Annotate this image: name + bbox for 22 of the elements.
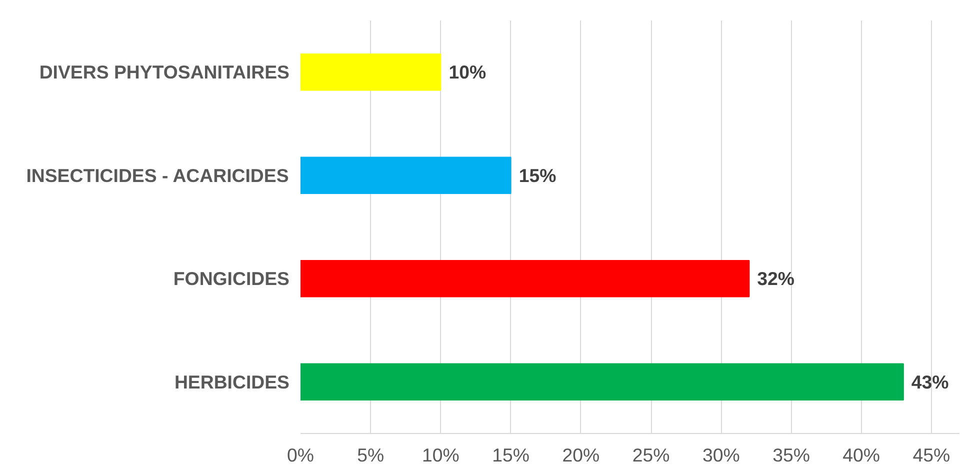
- bar: [300, 260, 750, 298]
- x-tick-label: 15%: [492, 444, 530, 466]
- y-tick-label: FONGICIDES: [173, 268, 290, 290]
- x-tick-label: 30%: [702, 444, 740, 466]
- x-tick-label: 40%: [842, 444, 880, 466]
- bar: [300, 363, 904, 400]
- y-tick-label: HERBICIDES: [174, 371, 290, 392]
- x-tick-label: 45%: [912, 444, 950, 466]
- data-label: 43%: [911, 371, 950, 392]
- x-tick-label: 35%: [772, 444, 810, 466]
- x-tick-label: 25%: [632, 444, 670, 466]
- y-tick-label: INSECTICIDES - ACARICIDES: [26, 164, 289, 186]
- bar: [300, 54, 442, 91]
- x-tick-label: 0%: [287, 444, 314, 466]
- x-tick-label: 20%: [562, 444, 600, 466]
- x-tick-label: 10%: [422, 444, 460, 466]
- x-tick-label: 5%: [357, 444, 384, 466]
- data-label: 15%: [518, 164, 557, 186]
- bar: [300, 156, 512, 194]
- data-label: 10%: [448, 62, 486, 83]
- data-label: 32%: [757, 268, 795, 290]
- y-tick-label: DIVERS PHYTOSANITAIRES: [39, 62, 290, 83]
